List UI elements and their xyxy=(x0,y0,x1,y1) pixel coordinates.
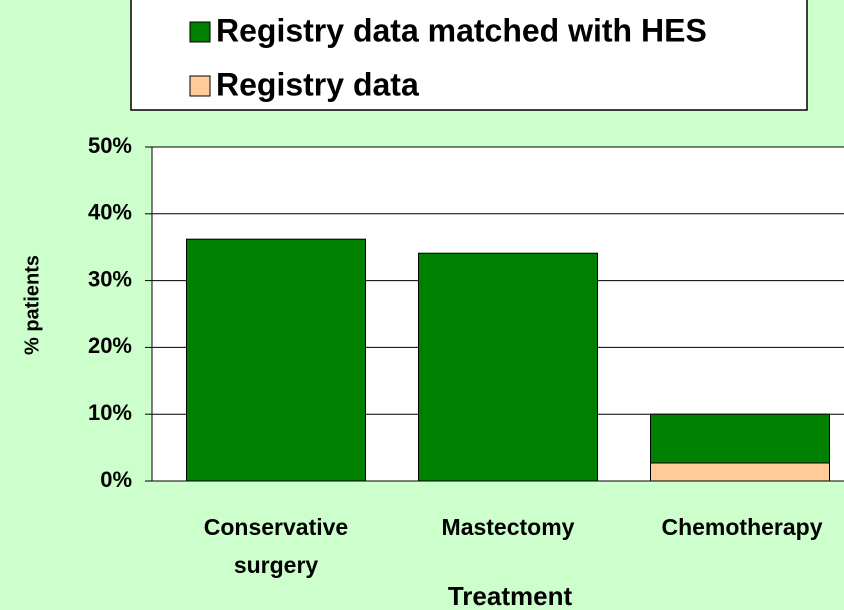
y-tick-label: 0% xyxy=(100,467,132,492)
y-tick-label: 10% xyxy=(88,400,132,425)
y-tick-label: 20% xyxy=(88,333,132,358)
legend-swatch xyxy=(189,75,211,97)
y-tick-label: 50% xyxy=(88,133,132,158)
y-tick-label: 30% xyxy=(88,266,132,291)
legend-box xyxy=(130,0,808,111)
legend-swatch xyxy=(189,21,211,43)
legend-label: Registry data matched with HES xyxy=(216,12,707,48)
y-axis-label: % patients xyxy=(21,255,43,355)
x-tick-label: Conservative surgery xyxy=(203,514,349,578)
x-tick-label: Mastectomy xyxy=(441,514,575,540)
bar-segment xyxy=(186,238,366,482)
x-tick-label: Chemotherapy xyxy=(661,514,823,540)
bar-segment xyxy=(418,252,598,482)
y-tick-label: 40% xyxy=(88,200,132,225)
legend-label: Registry data xyxy=(216,66,419,102)
x-axis-label: Treatment xyxy=(448,581,573,610)
bar-segment xyxy=(650,413,830,464)
bar-segment xyxy=(650,462,830,482)
